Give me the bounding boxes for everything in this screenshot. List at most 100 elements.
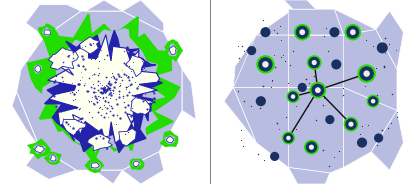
Polygon shape xyxy=(161,132,177,146)
Polygon shape xyxy=(165,40,182,60)
Circle shape xyxy=(311,84,324,97)
Polygon shape xyxy=(35,66,41,72)
Polygon shape xyxy=(95,170,122,184)
Polygon shape xyxy=(26,5,81,37)
Circle shape xyxy=(345,118,357,130)
Polygon shape xyxy=(29,140,50,158)
Circle shape xyxy=(360,66,374,81)
Circle shape xyxy=(363,70,370,77)
Polygon shape xyxy=(90,162,101,169)
Polygon shape xyxy=(48,47,79,70)
Circle shape xyxy=(367,95,380,108)
Polygon shape xyxy=(289,87,344,173)
Polygon shape xyxy=(170,46,176,55)
Polygon shape xyxy=(32,62,46,74)
Circle shape xyxy=(256,55,275,74)
Circle shape xyxy=(349,122,354,127)
Circle shape xyxy=(312,60,317,65)
Circle shape xyxy=(329,27,339,37)
Circle shape xyxy=(262,61,269,68)
Circle shape xyxy=(298,83,307,92)
Circle shape xyxy=(296,26,309,39)
Circle shape xyxy=(304,140,319,155)
Circle shape xyxy=(346,26,359,39)
Circle shape xyxy=(344,24,361,40)
Circle shape xyxy=(309,145,314,150)
Circle shape xyxy=(374,133,383,143)
Polygon shape xyxy=(126,55,144,77)
Polygon shape xyxy=(166,136,174,143)
Polygon shape xyxy=(42,27,52,36)
Polygon shape xyxy=(256,9,334,35)
Polygon shape xyxy=(284,0,316,9)
Polygon shape xyxy=(131,98,150,115)
Polygon shape xyxy=(33,144,46,154)
Polygon shape xyxy=(44,30,50,35)
Circle shape xyxy=(270,152,279,161)
Polygon shape xyxy=(86,157,103,172)
Polygon shape xyxy=(63,119,86,135)
Polygon shape xyxy=(45,153,60,164)
Polygon shape xyxy=(233,9,397,173)
Polygon shape xyxy=(132,160,141,167)
Circle shape xyxy=(284,133,294,143)
Polygon shape xyxy=(224,87,256,143)
Circle shape xyxy=(344,117,358,132)
Polygon shape xyxy=(182,69,196,120)
Polygon shape xyxy=(289,9,344,35)
Circle shape xyxy=(247,46,256,55)
Polygon shape xyxy=(344,87,397,167)
Circle shape xyxy=(256,96,266,106)
Circle shape xyxy=(291,94,295,99)
Circle shape xyxy=(331,59,341,70)
Polygon shape xyxy=(376,11,404,69)
Polygon shape xyxy=(91,163,99,168)
Polygon shape xyxy=(289,35,344,87)
Circle shape xyxy=(286,136,291,140)
Circle shape xyxy=(368,96,378,106)
Circle shape xyxy=(377,42,388,53)
Circle shape xyxy=(306,141,317,153)
Polygon shape xyxy=(86,0,122,11)
Polygon shape xyxy=(34,146,45,153)
Circle shape xyxy=(357,138,367,148)
Circle shape xyxy=(310,82,326,98)
Polygon shape xyxy=(168,43,177,56)
Polygon shape xyxy=(26,147,76,179)
Polygon shape xyxy=(88,134,113,151)
Polygon shape xyxy=(233,35,289,87)
Polygon shape xyxy=(45,30,163,153)
Circle shape xyxy=(325,115,334,124)
Polygon shape xyxy=(39,25,54,38)
Polygon shape xyxy=(131,160,143,169)
Polygon shape xyxy=(233,87,289,167)
Polygon shape xyxy=(344,29,397,110)
Polygon shape xyxy=(165,135,176,144)
Polygon shape xyxy=(42,28,165,153)
Polygon shape xyxy=(49,154,58,163)
Polygon shape xyxy=(28,14,179,162)
Circle shape xyxy=(258,57,273,72)
Circle shape xyxy=(294,24,310,40)
Polygon shape xyxy=(122,152,164,184)
Circle shape xyxy=(286,90,299,103)
Polygon shape xyxy=(119,128,136,146)
Polygon shape xyxy=(134,161,139,167)
Circle shape xyxy=(260,27,270,37)
Polygon shape xyxy=(122,0,164,32)
Polygon shape xyxy=(34,65,42,74)
Circle shape xyxy=(282,132,295,144)
Circle shape xyxy=(299,29,305,35)
Polygon shape xyxy=(47,35,160,150)
Circle shape xyxy=(371,99,375,103)
Polygon shape xyxy=(16,11,182,170)
Circle shape xyxy=(288,92,298,102)
Polygon shape xyxy=(50,155,56,161)
Polygon shape xyxy=(289,167,330,184)
Circle shape xyxy=(315,87,321,93)
Circle shape xyxy=(357,64,376,83)
Polygon shape xyxy=(334,9,376,35)
Polygon shape xyxy=(80,37,100,54)
Circle shape xyxy=(350,29,356,35)
Polygon shape xyxy=(371,110,404,170)
